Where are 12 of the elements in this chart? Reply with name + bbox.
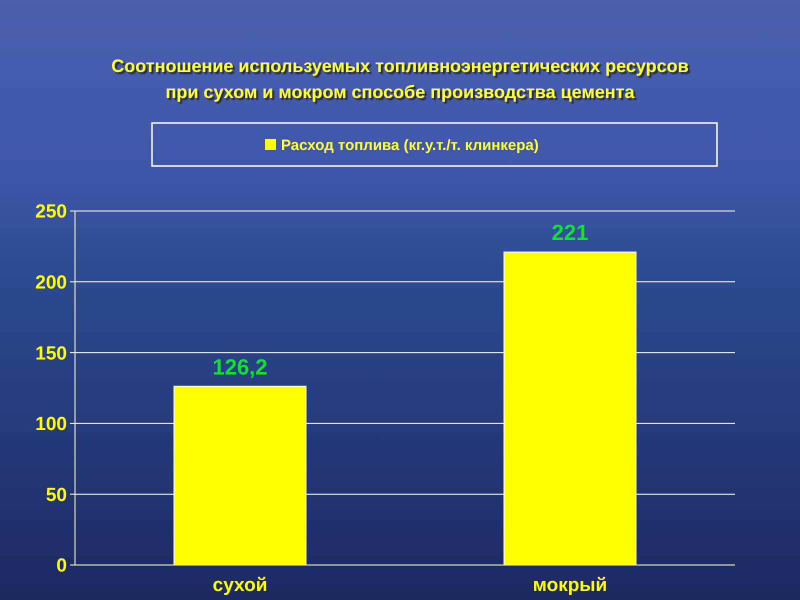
y-tick-label: 100: [35, 414, 67, 436]
y-tick-label: 0: [56, 556, 67, 577]
y-tick-label: 50: [46, 484, 67, 506]
text: Расход топлива (кг.у.т./т. клинкера): [281, 137, 539, 154]
y-tick-label: 200: [35, 272, 67, 294]
x-tick-label: сухой: [212, 575, 268, 596]
y-tick-label: 150: [35, 343, 67, 364]
y-tick-label: 250: [35, 202, 67, 223]
data-label: 126,2: [212, 354, 268, 380]
x-tick-label: мокрый: [532, 575, 608, 596]
data-label: 221: [552, 220, 588, 246]
chart-title: Соотношение используемых топливноэнергетических ресурсов при сухом и мокром способе производства цемента: [111, 56, 689, 102]
